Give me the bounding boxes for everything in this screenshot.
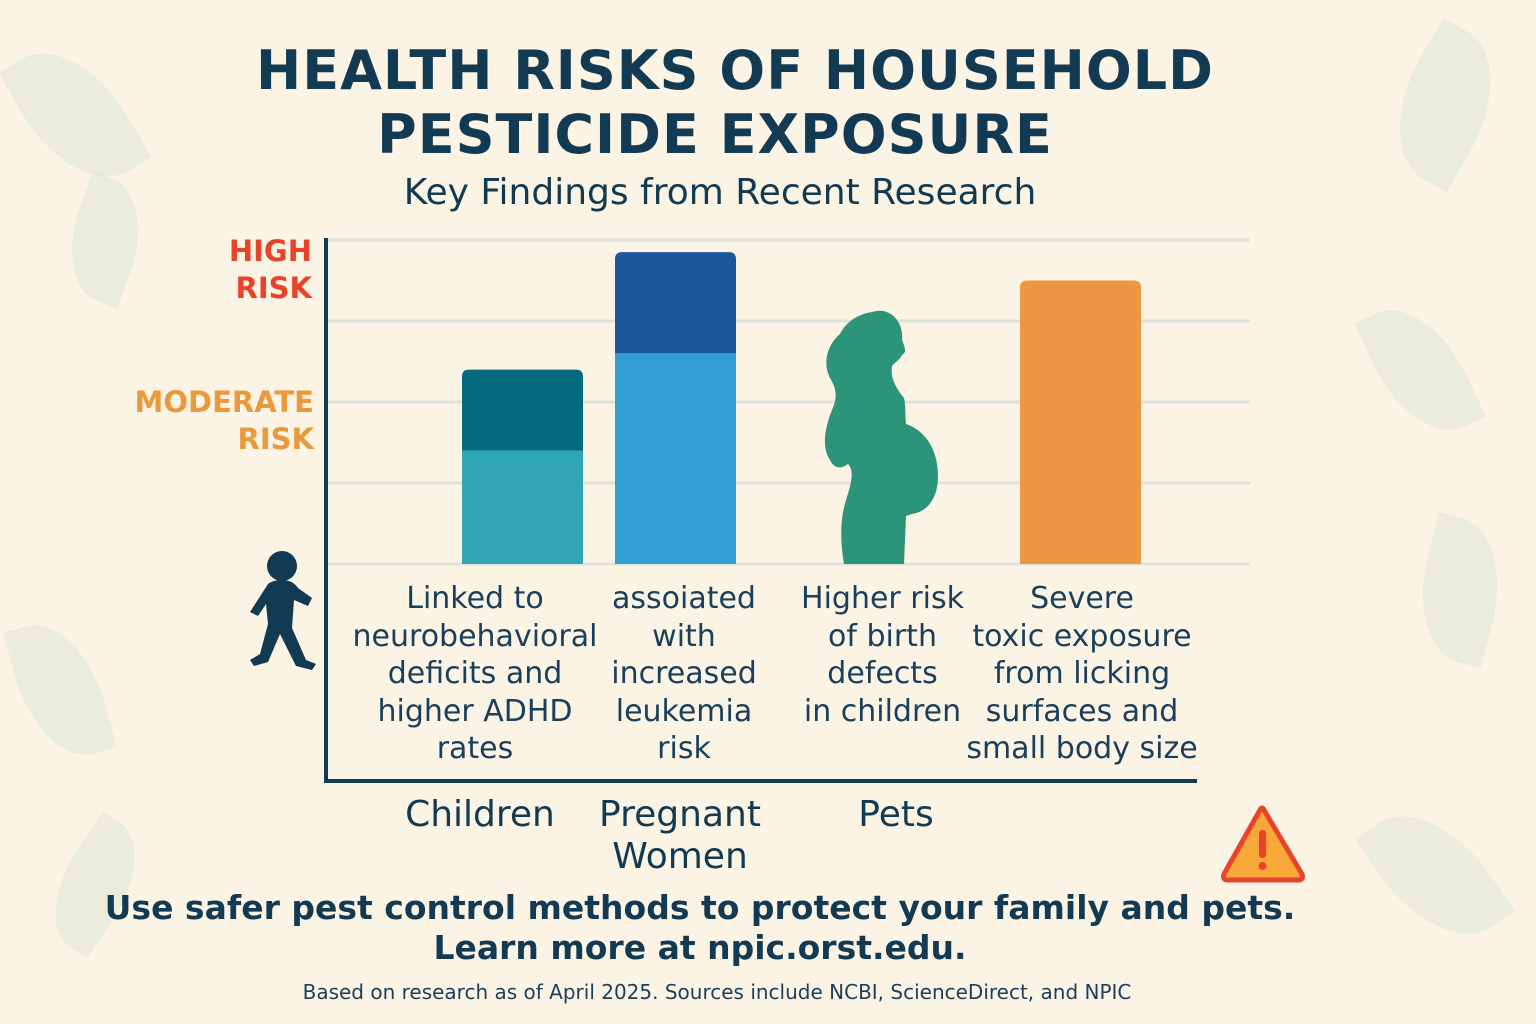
walking-child-icon <box>267 551 297 581</box>
category-children: Children <box>405 794 555 835</box>
category-pregnant-line-1: Pregnant <box>599 794 761 835</box>
description-line: in children <box>803 693 962 729</box>
description-line: of birth <box>828 618 937 654</box>
description-line: defects <box>827 656 938 691</box>
description-line: with <box>652 618 716 654</box>
description-pets-birth: Higher risk of birth defects in children <box>790 580 975 730</box>
description-line: neurobehavioral <box>352 618 598 654</box>
page-subtitle: Key Findings from Recent Research <box>403 172 1037 213</box>
pregnant-woman-silhouette <box>824 310 938 564</box>
description-toxic-exposure: Severe toxic exposure from licking surfa… <box>962 580 1202 768</box>
description-line: small body size <box>966 731 1198 766</box>
description-line: increased <box>611 656 757 691</box>
moderate-risk-label-line-2: RISK <box>237 422 314 456</box>
description-line: leukemia <box>615 693 753 729</box>
category-pregnant-line-2: Women <box>612 836 748 877</box>
bar-children-segment-1 <box>462 369 583 451</box>
description-line: deficits and <box>387 656 563 691</box>
high-risk-label-line-2: RISK <box>235 271 312 305</box>
description-line: Linked to <box>406 581 544 616</box>
category-pets: Pets <box>858 794 934 835</box>
description-children: Linked to neurobehavioral deficits and h… <box>345 580 605 768</box>
warning-exclamation <box>1259 830 1266 858</box>
source-note: Based on research as of April 2025. Sour… <box>302 980 1132 1004</box>
bar-pregnant-women-segment-1 <box>615 252 736 354</box>
walking-child-icon <box>250 579 316 670</box>
warning-exclamation-dot <box>1258 862 1267 870</box>
learn-more-message: Learn more at npic.orst.edu. <box>433 928 967 967</box>
category-pregnant-women: Pregnant Women <box>580 794 780 878</box>
description-line: risk <box>657 731 711 766</box>
page-title-line-1: HEALTH RISKS OF HOUSEHOLD <box>256 39 1214 102</box>
description-line: Severe <box>1030 581 1134 616</box>
description-line: toxic exposure <box>972 618 1192 654</box>
page-title-line-2: PESTICIDE EXPOSURE <box>377 103 1053 166</box>
description-line: rates <box>436 731 514 766</box>
description-line: higher ADHD <box>377 693 573 729</box>
bar-pets-segment-0 <box>1020 280 1141 564</box>
description-line: assoiated <box>612 581 756 616</box>
high-risk-label-line-1: HIGH <box>228 234 312 268</box>
description-line: from licking <box>993 656 1171 691</box>
description-line: Higher risk <box>801 581 964 616</box>
moderate-risk-label: MODERATE RISK <box>134 384 314 458</box>
bar-children-segment-0 <box>462 450 583 564</box>
description-pregnant-women: assoiated with increased leukemia risk <box>594 580 774 768</box>
high-risk-label: HIGH RISK <box>229 233 312 307</box>
safety-message: Use safer pest control methods to protec… <box>104 888 1296 927</box>
moderate-risk-label-line-1: MODERATE <box>134 385 314 419</box>
bar-pregnant-women-segment-0 <box>615 353 736 564</box>
description-line: surfaces and <box>985 693 1179 729</box>
